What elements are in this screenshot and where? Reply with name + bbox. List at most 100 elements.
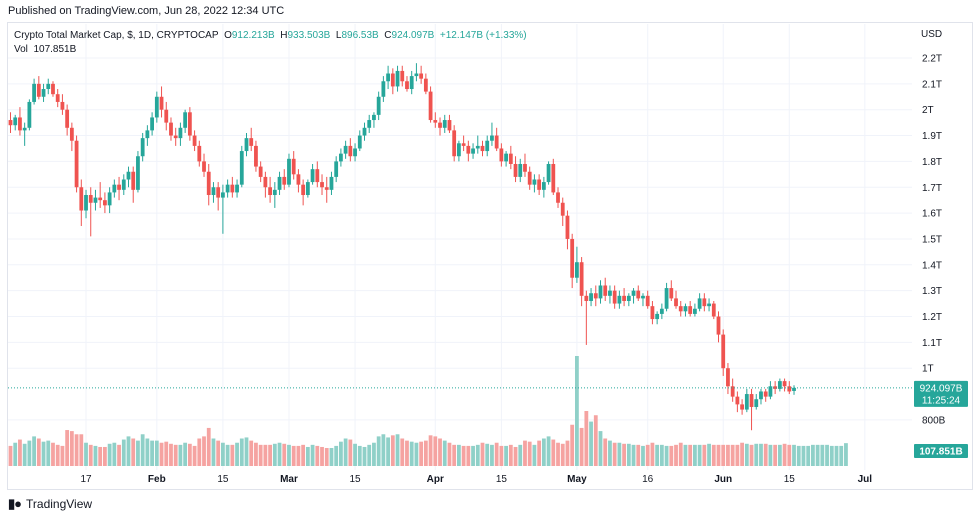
candle-body [126,171,131,180]
candle-body [792,387,796,391]
chart-frame[interactable] [7,22,973,490]
candle-body [18,117,22,131]
legend-high: 933.503B [287,30,331,41]
candle-body [376,96,381,115]
x-tick-label: 15 [496,474,508,485]
volume-bar [69,431,74,466]
volume-bar [485,443,490,466]
volume-bar [112,442,117,466]
candle-body [485,140,490,152]
candle-body [8,120,13,126]
y-tick-label: 1.7T [922,183,942,194]
candle-body [702,298,707,307]
y-tick-label: 2.2T [922,54,942,65]
legend-change: +12.147B (+1.33%) [439,30,527,41]
volume-bar [291,445,296,466]
x-tick-label: Mar [280,474,298,485]
volume-bar [513,446,518,466]
candle-body [381,81,386,97]
candle-body [749,394,754,407]
volume-bar [36,438,41,466]
last-volume-tag [914,444,968,458]
candle-body [565,215,570,239]
volume-bar [655,444,660,466]
candle-body [490,135,494,141]
volume-bar [518,444,523,466]
candle-body [211,187,216,196]
volume-bar [22,443,27,466]
volume-bar [27,440,32,466]
countdown-label: 11:25:24 [922,395,961,406]
y-tick-label: 2T [922,105,934,116]
volume-bar [777,444,782,466]
candle-body [541,182,546,190]
candle-body [626,295,631,301]
volume-bar [532,444,537,466]
volume-bar [442,440,447,466]
volume-bar [154,440,159,466]
candle-body [688,306,693,314]
volume-bar [131,438,136,466]
candle-body [740,404,744,410]
candle-body [726,368,730,387]
candle-body [315,169,320,183]
volume-bar [51,442,55,466]
candle-body [499,148,504,162]
candle-body [438,122,442,128]
volume-bar [608,440,612,466]
x-tick-label: 15 [217,474,229,485]
volume-bar [433,436,438,466]
y-tick-label: 1T [922,364,934,375]
volume-bar [320,446,324,466]
candle-body [159,96,164,110]
candle-body [41,89,46,97]
y-tick-label: 1.2T [922,312,942,323]
volume-bar [471,445,475,466]
volume-bar [556,442,560,466]
volume-bar [79,434,84,466]
volume-bar [645,444,650,466]
volume-bar [570,424,575,466]
candle-body [777,381,782,389]
x-tick-label: 15 [349,474,361,485]
volume-bar [820,444,825,466]
volume-bar [490,444,494,466]
volume-bar [409,441,414,466]
candle-body [320,182,324,188]
volume-bar [372,442,376,466]
volume-bar [504,445,508,466]
volume-bar [735,444,740,466]
volume-bar [844,443,848,466]
y-axis-unit: USD [921,29,942,40]
volume-bar [787,444,792,466]
candle-body [13,117,18,126]
candle-body [414,73,419,77]
candle-body [112,184,117,193]
x-tick-label: Feb [148,474,166,485]
candle-body [636,290,641,299]
volume-bar [187,443,192,466]
volume-bar [664,445,669,466]
x-tick-label: 15 [784,474,796,485]
candle-body [348,145,353,157]
candle-body [324,187,329,190]
legend-close: 924.097B [391,30,435,41]
volume-bar [598,431,603,466]
volume-bar [287,444,291,466]
volume-bar [202,436,206,466]
y-tick-label: 1.6T [922,209,942,220]
candle-body [669,288,674,299]
volume-bar [136,440,140,466]
candle-body [603,285,608,296]
volume-bar [499,445,504,466]
candle-body [192,135,197,146]
candle-body [471,148,475,154]
candle-body [608,290,612,296]
candle-body [84,195,88,211]
candle-body [88,195,93,203]
footer-brand[interactable]: ▮● TradingView [8,496,92,512]
candle-body [305,182,310,196]
volume-bar [527,441,532,466]
volume-bar [386,437,390,466]
